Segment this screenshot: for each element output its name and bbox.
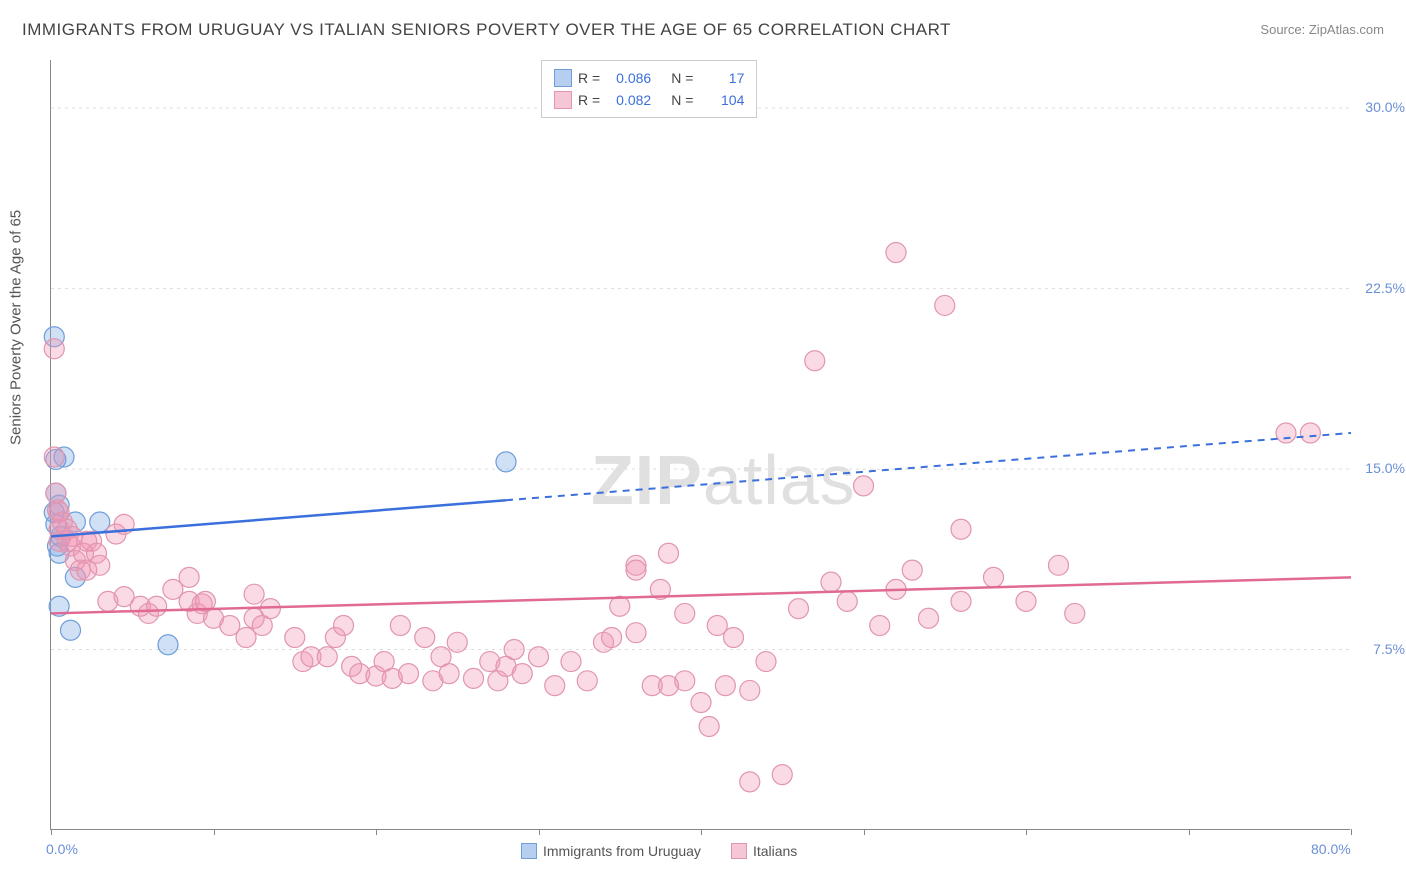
y-axis-label: Seniors Poverty Over the Age of 65: [8, 209, 25, 444]
legend-row-uruguay: R = 0.086 N = 17: [554, 67, 744, 89]
chart-plot-area: Seniors Poverty Over the Age of 65 ZIPat…: [50, 60, 1350, 830]
r-value-uruguay: 0.086: [606, 70, 651, 86]
r-label: R =: [578, 92, 600, 108]
x-tick-label: 80.0%: [1311, 841, 1351, 857]
legend-item-uruguay: Immigrants from Uruguay: [521, 843, 701, 859]
n-label: N =: [671, 92, 693, 108]
swatch-italians: [554, 91, 572, 109]
x-tick: [1026, 829, 1027, 835]
x-tick: [1189, 829, 1190, 835]
n-value-uruguay: 17: [699, 70, 744, 86]
x-tick: [1351, 829, 1352, 835]
swatch-uruguay: [554, 69, 572, 87]
swatch-italians: [731, 843, 747, 859]
x-tick: [51, 829, 52, 835]
n-label: N =: [671, 70, 693, 86]
legend-label-italians: Italians: [753, 843, 797, 859]
swatch-uruguay: [521, 843, 537, 859]
scatter-svg: [51, 60, 1350, 829]
chart-title: IMMIGRANTS FROM URUGUAY VS ITALIAN SENIO…: [22, 20, 951, 40]
n-value-italians: 104: [699, 92, 744, 108]
x-tick: [864, 829, 865, 835]
source-attribution: Source: ZipAtlas.com: [1260, 22, 1384, 37]
x-tick: [376, 829, 377, 835]
correlation-legend: R = 0.086 N = 17 R = 0.082 N = 104: [541, 60, 757, 118]
x-tick-label: 0.0%: [46, 841, 78, 857]
legend-row-italians: R = 0.082 N = 104: [554, 89, 744, 111]
x-tick: [701, 829, 702, 835]
source-name: ZipAtlas.com: [1309, 22, 1384, 37]
x-tick: [214, 829, 215, 835]
legend-label-uruguay: Immigrants from Uruguay: [543, 843, 701, 859]
r-label: R =: [578, 70, 600, 86]
y-tick-label: 30.0%: [1365, 99, 1405, 115]
y-tick-label: 22.5%: [1365, 280, 1405, 296]
legend-item-italians: Italians: [731, 843, 797, 859]
r-value-italians: 0.082: [606, 92, 651, 108]
y-tick-label: 15.0%: [1365, 460, 1405, 476]
source-label: Source:: [1260, 22, 1305, 37]
x-tick: [539, 829, 540, 835]
y-tick-label: 7.5%: [1373, 641, 1405, 657]
series-legend: Immigrants from Uruguay Italians: [521, 843, 797, 859]
